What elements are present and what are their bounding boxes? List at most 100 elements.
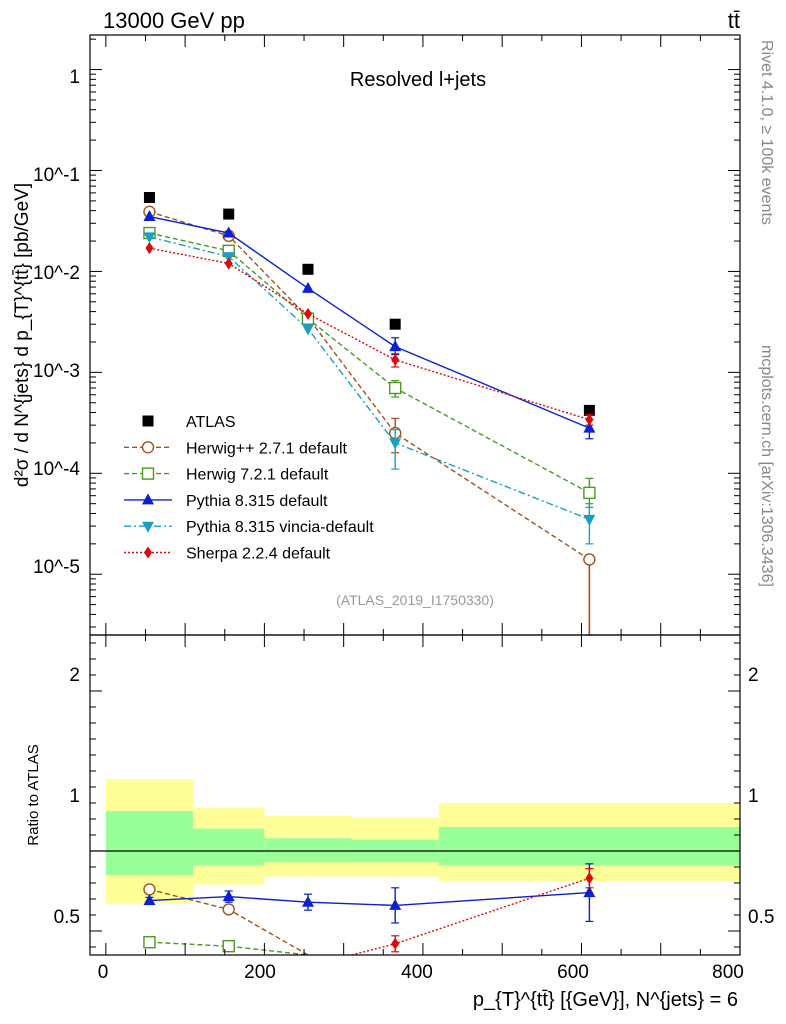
ratio-series-line-1	[149, 941, 309, 956]
y-tick-label-1e-5: 10^-5	[33, 557, 80, 578]
main-data-point	[388, 381, 402, 395]
main-series-line-5	[149, 247, 590, 421]
ratio-y-axis-label: Ratio to ATLAS	[25, 744, 42, 845]
main-data-point	[222, 226, 235, 238]
ratio-series-3	[351, 867, 594, 956]
legend-marker	[142, 493, 154, 505]
rivet-version-label: Rivet 4.1.0, ≥ 100k events	[758, 40, 775, 225]
ratio-panel: 0.5 1 2 0.5 1 2 Ratio to ATLAS 0 200 400…	[25, 634, 774, 1011]
ratio-y-tick-label-2-right: 2	[748, 665, 759, 686]
ratio-series-1	[143, 936, 309, 956]
ratio-band-inner-2	[264, 838, 352, 863]
main-axis-ticks	[90, 35, 741, 635]
ratio-axis-ticks	[90, 635, 741, 955]
ratio-data-point	[389, 898, 402, 910]
x-tick-label-800: 800	[712, 962, 744, 983]
ratio-data-point	[222, 903, 235, 916]
x-tick-label-400: 400	[401, 962, 433, 983]
legend-entry-3: Pythia 8.315 default	[124, 493, 328, 510]
main-plot-content	[143, 192, 596, 636]
legend-marker	[142, 415, 154, 427]
main-data-point	[585, 413, 594, 426]
ratio-band-inner-4	[438, 827, 740, 866]
x-tick-label-600: 600	[557, 962, 589, 983]
process-label: tt̄	[728, 8, 740, 33]
legend-entry-2: Herwig 7.2.1 default	[124, 467, 329, 484]
main-data-point	[224, 257, 233, 270]
ratio-data-point	[143, 894, 156, 906]
main-data-point	[583, 514, 596, 526]
ratio-data-point	[222, 890, 235, 902]
ratio-y-tick-label-1-left: 1	[69, 786, 80, 807]
main-y-axis-label: d²σ / d N^{jets} d p_{T}^{tt̄} [pb/GeV]	[12, 183, 33, 487]
main-data-point	[389, 340, 402, 352]
main-data-point	[302, 263, 314, 275]
main-data-point	[223, 208, 235, 220]
main-panel: Resolved l+jets (ATLAS_2019_I1750330) 1 …	[12, 34, 741, 636]
main-data-point	[583, 421, 596, 433]
ratio-series-line-2	[149, 891, 590, 907]
ratio-y-tick-label-1-right: 1	[748, 786, 759, 807]
legend-label: Pythia 8.315 default	[186, 493, 328, 510]
legend-marker	[141, 441, 155, 454]
main-series-2	[143, 226, 596, 508]
main-data-point	[301, 324, 314, 336]
legend-label: Sherpa 2.2.4 default	[186, 546, 331, 563]
main-title: Resolved l+jets	[350, 69, 486, 91]
main-series-3	[143, 210, 596, 440]
x-tick-label-200: 200	[244, 962, 276, 983]
collision-label: 13000 GeV pp	[103, 8, 245, 33]
main-data-point	[145, 242, 154, 255]
analysis-watermark: (ATLAS_2019_I1750330)	[336, 592, 494, 608]
legend: ATLAS Herwig++ 2.7.1 default Herwig 7.2.1 …	[124, 414, 374, 563]
legend-marker	[142, 521, 154, 533]
ratio-data-point	[585, 872, 594, 885]
legend-label: ATLAS	[186, 414, 236, 431]
ratio-data-point	[391, 937, 400, 950]
main-data-point	[389, 438, 402, 450]
ratio-y-tick-label-2-left: 2	[69, 665, 80, 686]
y-tick-label-1e-3: 10^-3	[33, 361, 80, 382]
legend-label: Pythia 8.315 vincia-default	[186, 519, 374, 536]
y-tick-label-1e-2: 10^-2	[33, 263, 80, 284]
main-data-point	[143, 192, 155, 204]
ratio-band-inner-1	[193, 828, 265, 866]
x-tick-label-0: 0	[98, 962, 109, 983]
main-series-4	[143, 232, 596, 545]
legend-marker	[141, 467, 155, 480]
legend-entry-5: Sherpa 2.2.4 default	[124, 546, 331, 563]
main-data-point	[303, 307, 312, 320]
mcplots-label: mcplots.cern.ch [arXiv:1306.3436]	[758, 345, 775, 587]
main-series-5	[145, 242, 594, 426]
ratio-data-point	[583, 886, 596, 898]
legend-marker	[144, 546, 152, 559]
ratio-series-2	[143, 863, 596, 924]
ratio-y-tick-label-0-5-left: 0.5	[54, 907, 80, 928]
ratio-data-point	[222, 940, 235, 953]
x-axis-label: p_{T}^{tt̄} [{GeV}], N^{jets} = 6	[473, 989, 738, 1011]
legend-entry-4: Pythia 8.315 vincia-default	[124, 519, 374, 536]
ratio-series-0	[143, 883, 309, 956]
main-data-point	[143, 232, 156, 244]
main-series-0	[143, 192, 595, 416]
ratio-band-inner-0	[105, 811, 194, 875]
ratio-plot-content	[90, 779, 740, 956]
legend-entry-0: ATLAS	[142, 414, 236, 431]
ratio-data-point	[143, 883, 156, 896]
legend-label: Herwig 7.2.1 default	[186, 467, 329, 484]
ratio-y-tick-label-0-5-right: 0.5	[748, 907, 774, 928]
legend-label: Herwig++ 2.7.1 default	[186, 440, 348, 457]
main-data-point	[301, 281, 314, 293]
main-data-point	[583, 486, 596, 500]
main-data-point	[583, 404, 595, 416]
y-tick-label-1: 1	[69, 67, 80, 88]
ratio-frame	[89, 634, 741, 956]
y-tick-label-1e-4: 10^-4	[33, 459, 80, 480]
main-data-point	[143, 210, 156, 222]
y-tick-label-1e-1: 10^-1	[33, 165, 80, 186]
legend-entry-1: Herwig++ 2.7.1 default	[124, 440, 348, 457]
ratio-data-point	[143, 936, 156, 949]
ratio-data-point	[301, 895, 314, 907]
main-data-point	[391, 353, 400, 366]
